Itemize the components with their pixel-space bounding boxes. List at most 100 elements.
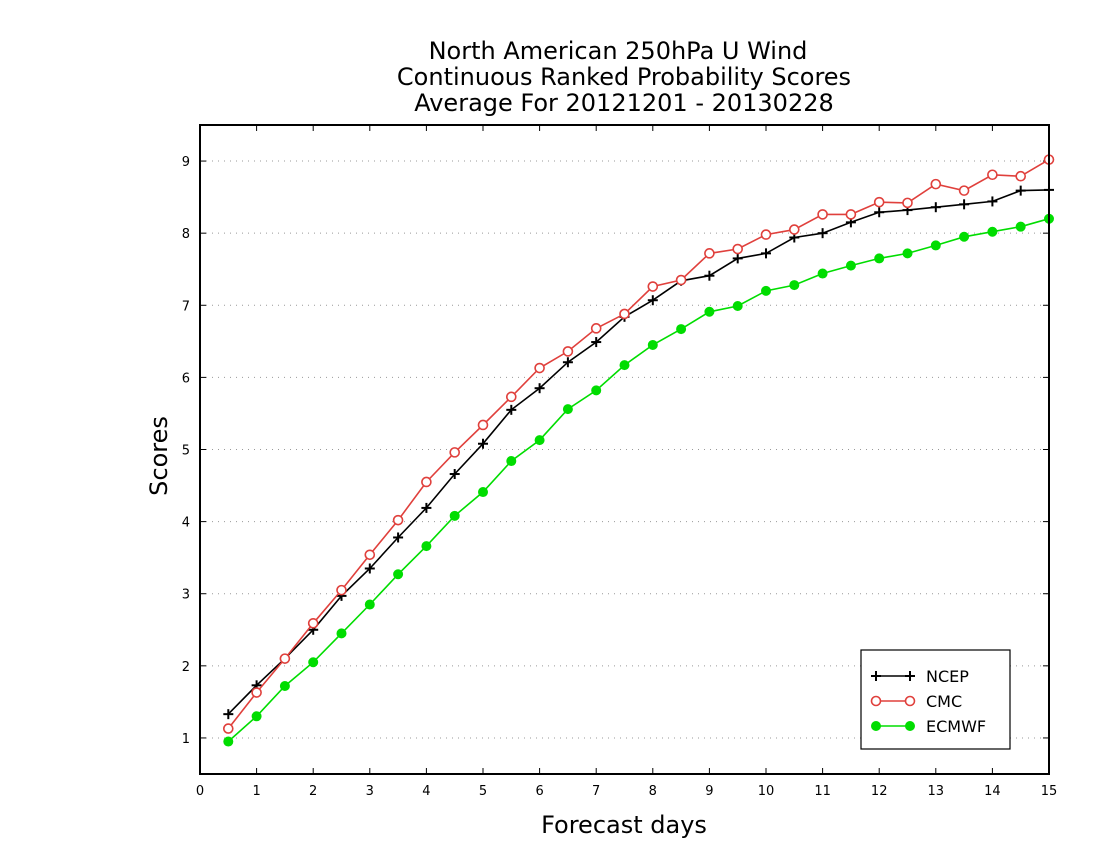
data-point-ncep bbox=[393, 532, 404, 543]
x-tick-label: 12 bbox=[871, 784, 888, 799]
data-point-cmc bbox=[279, 653, 291, 664]
data-point-ecmwf bbox=[336, 628, 347, 639]
data-point-ncep bbox=[874, 207, 885, 218]
chart-title-line-1: North American 250hPa U Wind bbox=[429, 37, 808, 65]
data-point-ncep bbox=[364, 563, 375, 574]
data-point-cmc bbox=[307, 617, 319, 629]
data-point-ncep bbox=[987, 196, 998, 207]
data-point-ecmwf bbox=[506, 456, 517, 467]
data-point-cmc bbox=[788, 224, 800, 235]
data-point-ecmwf bbox=[732, 300, 743, 311]
x-tick-label: 5 bbox=[479, 784, 487, 799]
data-point-cmc bbox=[817, 209, 828, 220]
data-point-ncep bbox=[930, 202, 941, 213]
data-point-cmc bbox=[392, 514, 404, 526]
y-tick-label: 5 bbox=[182, 444, 190, 459]
x-tick-label: 6 bbox=[535, 784, 543, 799]
data-point-cmc bbox=[449, 447, 461, 458]
data-point-ecmwf bbox=[676, 324, 687, 335]
data-point-cmc bbox=[873, 196, 885, 208]
x-axis-label: Forecast days bbox=[541, 811, 707, 839]
y-tick-label: 6 bbox=[182, 371, 190, 386]
data-point-ncep bbox=[506, 404, 517, 415]
data-point-ncep bbox=[421, 502, 432, 513]
series-line-cmc bbox=[227, 158, 1050, 730]
chart-title-line-2: Continuous Ranked Probability Scores bbox=[397, 63, 851, 91]
data-point-ecmwf bbox=[930, 240, 941, 251]
data-point-ncep bbox=[223, 709, 234, 720]
data-point-cmc bbox=[704, 248, 715, 259]
x-tick-label: 3 bbox=[366, 784, 374, 799]
data-point-cmc bbox=[675, 274, 687, 286]
series-cmc bbox=[223, 154, 1055, 734]
data-point-cmc bbox=[505, 391, 517, 403]
y-axis-label: Scores bbox=[145, 416, 173, 496]
x-tick-label: 15 bbox=[1041, 784, 1058, 799]
legend-marker-ecmwf bbox=[905, 721, 915, 731]
data-point-ncep bbox=[647, 295, 658, 306]
x-tick-label: 7 bbox=[592, 784, 600, 799]
legend-label-cmc: CMC bbox=[926, 692, 962, 711]
data-point-cmc bbox=[987, 169, 998, 181]
x-tick-label: 10 bbox=[758, 784, 775, 799]
data-point-cmc bbox=[477, 419, 489, 431]
x-tick-label: 1 bbox=[252, 784, 260, 799]
x-tick-label: 9 bbox=[705, 784, 713, 799]
data-point-ncep bbox=[591, 337, 602, 348]
y-tick-label: 3 bbox=[182, 588, 190, 603]
data-point-ncep bbox=[478, 438, 488, 449]
data-point-ecmwf bbox=[534, 435, 545, 446]
data-point-ecmwf bbox=[478, 487, 488, 498]
data-point-cmc bbox=[251, 687, 262, 698]
data-point-cmc bbox=[958, 185, 970, 196]
data-point-cmc bbox=[1015, 170, 1027, 182]
data-point-ecmwf bbox=[704, 306, 715, 317]
data-point-ecmwf bbox=[364, 599, 375, 610]
y-tick-label: 4 bbox=[182, 516, 190, 531]
series-ecmwf bbox=[223, 213, 1054, 747]
data-point-cmc bbox=[336, 584, 347, 596]
data-point-ecmwf bbox=[308, 657, 319, 668]
y-tick-label: 2 bbox=[182, 660, 190, 675]
data-point-cmc bbox=[902, 197, 913, 209]
data-point-ncep bbox=[534, 383, 545, 394]
data-point-ecmwf bbox=[562, 404, 573, 415]
data-point-ecmwf bbox=[449, 510, 460, 521]
data-point-ncep bbox=[817, 228, 828, 239]
data-point-ecmwf bbox=[619, 360, 630, 371]
data-point-ecmwf bbox=[761, 285, 771, 296]
data-point-ncep bbox=[959, 199, 970, 210]
data-point-ecmwf bbox=[393, 569, 404, 580]
legend-marker-ncep bbox=[905, 671, 915, 681]
data-point-cmc bbox=[647, 281, 659, 292]
data-point-cmc bbox=[364, 549, 376, 561]
data-point-ecmwf bbox=[1015, 221, 1026, 232]
legend-marker-cmc bbox=[870, 695, 882, 707]
legend-marker-cmc bbox=[904, 695, 916, 707]
series-group bbox=[223, 154, 1055, 747]
data-point-ecmwf bbox=[647, 339, 658, 350]
x-tick-label: 11 bbox=[814, 784, 831, 799]
data-point-ecmwf bbox=[251, 711, 262, 722]
data-point-ncep bbox=[1015, 185, 1026, 196]
y-tick-label: 9 bbox=[182, 155, 190, 170]
data-point-cmc bbox=[732, 243, 744, 255]
data-point-ncep bbox=[732, 253, 743, 264]
data-point-ecmwf bbox=[591, 385, 602, 396]
x-tick-label: 8 bbox=[649, 784, 657, 799]
data-point-cmc bbox=[223, 723, 234, 734]
data-point-cmc bbox=[760, 229, 772, 240]
data-point-ecmwf bbox=[421, 541, 432, 552]
data-point-ncep bbox=[449, 469, 460, 480]
data-point-ecmwf bbox=[959, 231, 970, 242]
y-tick-label: 7 bbox=[182, 299, 190, 314]
data-point-cmc bbox=[534, 362, 545, 374]
x-tick-label: 0 bbox=[196, 784, 204, 799]
data-point-ecmwf bbox=[902, 248, 913, 259]
legend-box bbox=[860, 649, 1011, 750]
data-point-ecmwf bbox=[987, 226, 998, 237]
data-point-cmc bbox=[421, 476, 432, 488]
series-line-ncep bbox=[227, 189, 1050, 715]
data-point-ecmwf bbox=[874, 253, 885, 264]
